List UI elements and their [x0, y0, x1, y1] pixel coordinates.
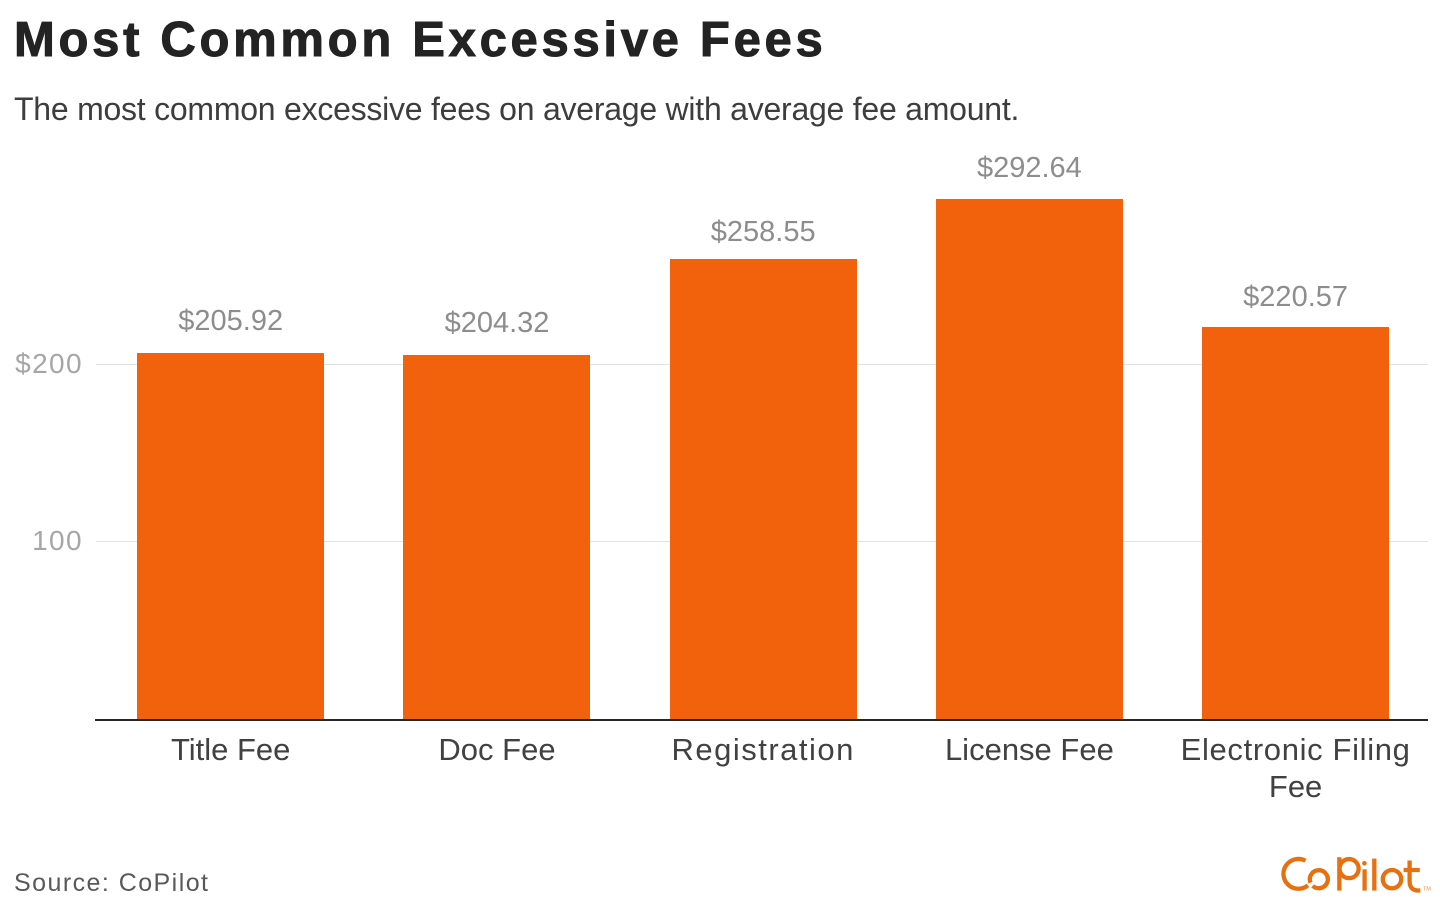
- svg-text:TM: TM: [1423, 886, 1431, 892]
